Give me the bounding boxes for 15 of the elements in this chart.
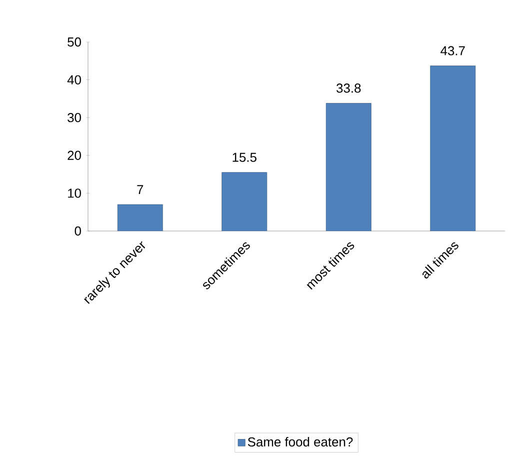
data-label: 33.8 (336, 84, 361, 93)
y-tick-label: 50 (68, 37, 81, 47)
data-label: 15.5 (232, 152, 256, 162)
y-tick-label: 30 (68, 113, 81, 122)
y-tick-label: 20 (68, 150, 81, 160)
y-tick-label: 0 (74, 226, 81, 236)
legend-label: Same food eaten? (248, 437, 353, 447)
y-tick-label: 10 (68, 188, 81, 198)
y-tick-label: 40 (67, 75, 81, 84)
bar (117, 204, 163, 231)
data-label: 43.7 (440, 46, 465, 56)
bar (222, 172, 268, 231)
bar (430, 66, 476, 231)
bar (326, 103, 372, 231)
data-label: 7 (137, 185, 144, 194)
